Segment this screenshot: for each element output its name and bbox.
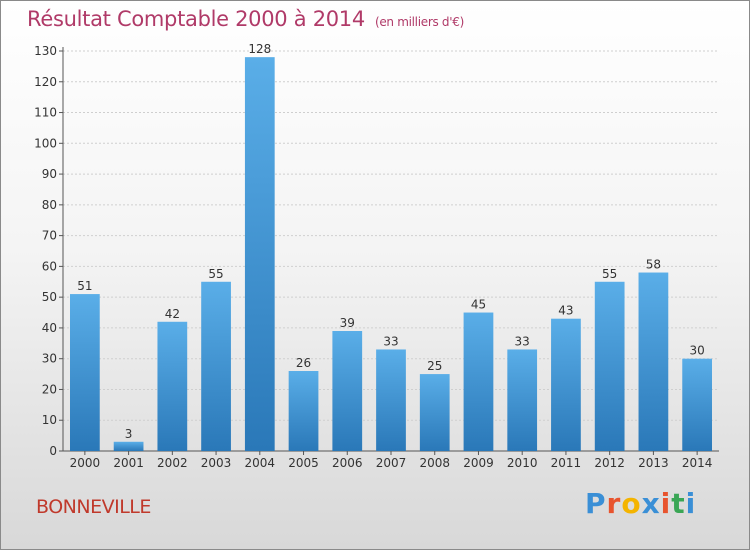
x-tick-label: 2000 — [70, 456, 101, 470]
chart-subtitle: (en milliers d'€) — [374, 15, 464, 29]
y-tick-label: 70 — [42, 229, 57, 243]
bar — [157, 321, 188, 451]
logo-letter: t — [671, 487, 686, 520]
bar-value-label: 33 — [515, 334, 530, 348]
logo-letter: i — [685, 487, 697, 520]
y-tick-label: 0 — [49, 444, 57, 458]
bar — [376, 349, 406, 451]
bar-value-label: 43 — [558, 304, 573, 318]
y-tick-label: 50 — [42, 290, 57, 304]
bar-value-label: 3 — [125, 427, 133, 441]
bar-value-label: 30 — [689, 344, 704, 358]
title-text: Résultat Comptable 2000 à 2014 — [27, 7, 365, 31]
bar — [288, 371, 319, 451]
city-name: BONNEVILLE — [36, 496, 151, 518]
labels: 0 10 20 30 40 50 60 70 80 90 100 110 120 130 51 2000 3 20… — [34, 42, 712, 470]
bar — [201, 281, 231, 451]
x-tick-label: 2004 — [245, 456, 276, 470]
logo-letter: r — [606, 487, 622, 520]
bar — [332, 331, 363, 451]
x-tick-label: 2002 — [157, 456, 188, 470]
bar — [463, 312, 494, 451]
x-tick-label: 2010 — [507, 456, 538, 470]
x-tick-label: 2008 — [419, 456, 450, 470]
x-tick-label: 2001 — [113, 456, 144, 470]
x-tick-label: 2005 — [288, 456, 319, 470]
bar — [638, 272, 669, 451]
bar-value-label: 55 — [602, 267, 617, 281]
y-tick-label: 90 — [42, 167, 57, 181]
y-tick-label: 40 — [42, 321, 57, 335]
y-tick-label: 120 — [34, 75, 57, 89]
x-tick-label: 2012 — [594, 456, 625, 470]
bar — [551, 318, 581, 451]
x-tick-label: 2013 — [638, 456, 669, 470]
bar-value-label: 45 — [471, 298, 486, 312]
bar-value-label: 33 — [383, 334, 398, 348]
bar-value-label: 26 — [296, 356, 311, 370]
bars — [69, 57, 713, 452]
y-tick-label: 110 — [34, 106, 57, 120]
bar — [419, 374, 450, 451]
bar-value-label: 25 — [427, 359, 442, 373]
logo-letter: o — [621, 487, 642, 520]
bar — [594, 281, 625, 451]
x-tick-label: 2006 — [332, 456, 363, 470]
bar-value-label: 55 — [208, 267, 223, 281]
y-tick-label: 30 — [42, 352, 57, 366]
y-tick-label: 80 — [42, 198, 57, 212]
y-tick-label: 130 — [34, 44, 57, 58]
bar-value-label: 39 — [340, 316, 355, 330]
y-tick-label: 10 — [42, 413, 57, 427]
x-tick-label: 2009 — [463, 456, 494, 470]
x-tick-label: 2014 — [682, 456, 713, 470]
bar — [113, 441, 144, 451]
bar-value-label: 42 — [165, 307, 180, 321]
bar — [507, 349, 538, 451]
bar — [244, 57, 275, 452]
bar — [69, 294, 100, 451]
y-tick-label: 60 — [42, 259, 57, 273]
proxiti-logo[interactable]: Proxiti — [585, 487, 696, 520]
y-tick-label: 100 — [34, 136, 57, 150]
logo-letter: x — [641, 487, 661, 520]
y-tick-label: 20 — [42, 382, 57, 396]
bar-value-label: 128 — [248, 42, 271, 56]
bar — [682, 358, 713, 451]
logo-letter: P — [585, 487, 607, 520]
logo-letter: i — [660, 487, 672, 520]
x-tick-label: 2007 — [376, 456, 407, 470]
x-tick-label: 2003 — [201, 456, 232, 470]
chart-title: Résultat Comptable 2000 à 2014 (en millie… — [27, 7, 464, 31]
x-tick-label: 2011 — [551, 456, 582, 470]
bar-value-label: 51 — [77, 279, 92, 293]
bar-value-label: 58 — [646, 258, 661, 272]
